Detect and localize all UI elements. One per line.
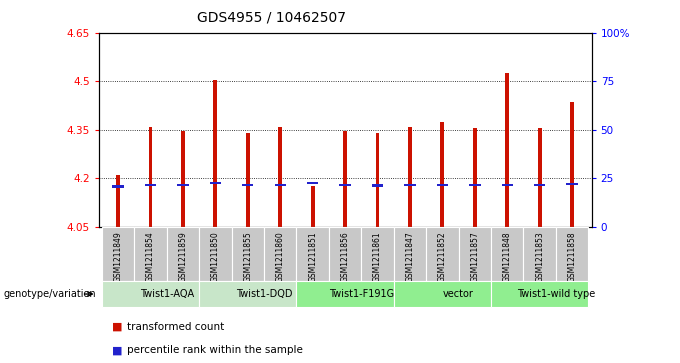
- Bar: [232, 227, 264, 281]
- Bar: [469, 184, 481, 186]
- Bar: [102, 281, 199, 307]
- Text: Twist1-DQD: Twist1-DQD: [236, 289, 292, 299]
- Text: GSM1211848: GSM1211848: [503, 231, 512, 282]
- Bar: [502, 184, 513, 186]
- Bar: [343, 131, 347, 227]
- Text: GSM1211857: GSM1211857: [471, 231, 479, 282]
- Text: ■: ■: [112, 322, 122, 332]
- Text: percentile rank within the sample: percentile rank within the sample: [127, 345, 303, 355]
- Text: GSM1211852: GSM1211852: [438, 231, 447, 282]
- Bar: [505, 73, 509, 227]
- Bar: [441, 122, 444, 227]
- Bar: [278, 127, 282, 227]
- Bar: [246, 133, 250, 227]
- Bar: [408, 127, 412, 227]
- Bar: [214, 79, 218, 227]
- Text: Twist1-wild type: Twist1-wild type: [517, 289, 595, 299]
- Bar: [538, 128, 542, 227]
- Text: GSM1211850: GSM1211850: [211, 231, 220, 282]
- Text: vector: vector: [443, 289, 474, 299]
- Text: GSM1211858: GSM1211858: [568, 231, 577, 282]
- Bar: [116, 175, 120, 227]
- Text: GSM1211856: GSM1211856: [341, 231, 350, 282]
- Text: GSM1211861: GSM1211861: [373, 231, 382, 282]
- Text: GSM1211854: GSM1211854: [146, 231, 155, 282]
- Bar: [524, 227, 556, 281]
- Bar: [534, 184, 545, 186]
- Text: ■: ■: [112, 345, 122, 355]
- Bar: [437, 184, 448, 186]
- Bar: [491, 281, 588, 307]
- Bar: [566, 183, 578, 185]
- Text: transformed count: transformed count: [127, 322, 224, 332]
- Text: GDS4955 / 10462507: GDS4955 / 10462507: [197, 11, 345, 25]
- Bar: [296, 281, 394, 307]
- Bar: [145, 184, 156, 186]
- Text: GSM1211849: GSM1211849: [114, 231, 122, 282]
- Text: GSM1211853: GSM1211853: [535, 231, 544, 282]
- Bar: [394, 281, 491, 307]
- Bar: [458, 227, 491, 281]
- Bar: [296, 227, 329, 281]
- Text: GSM1211860: GSM1211860: [275, 231, 285, 282]
- Bar: [199, 281, 296, 307]
- Text: GSM1211859: GSM1211859: [178, 231, 188, 282]
- Text: GSM1211855: GSM1211855: [243, 231, 252, 282]
- Bar: [426, 227, 458, 281]
- Bar: [134, 227, 167, 281]
- Text: GSM1211847: GSM1211847: [405, 231, 415, 282]
- Text: Twist1-F191G: Twist1-F191G: [328, 289, 394, 299]
- Bar: [148, 127, 152, 227]
- Bar: [264, 227, 296, 281]
- Bar: [405, 184, 415, 186]
- Bar: [491, 227, 524, 281]
- Bar: [242, 184, 254, 186]
- Bar: [372, 184, 384, 187]
- Bar: [394, 227, 426, 281]
- Bar: [199, 227, 232, 281]
- Bar: [167, 227, 199, 281]
- Bar: [307, 182, 318, 184]
- Bar: [209, 182, 221, 184]
- Bar: [375, 133, 379, 227]
- Text: genotype/variation: genotype/variation: [3, 289, 96, 299]
- Text: GSM1211851: GSM1211851: [308, 231, 317, 282]
- Bar: [177, 184, 188, 186]
- Bar: [329, 227, 361, 281]
- Bar: [571, 102, 574, 227]
- Bar: [473, 128, 477, 227]
- Bar: [339, 184, 351, 186]
- Bar: [311, 187, 315, 227]
- Bar: [556, 227, 588, 281]
- Bar: [102, 227, 134, 281]
- Bar: [112, 185, 124, 188]
- Text: Twist1-AQA: Twist1-AQA: [139, 289, 194, 299]
- Bar: [275, 184, 286, 186]
- Bar: [181, 131, 185, 227]
- Bar: [361, 227, 394, 281]
